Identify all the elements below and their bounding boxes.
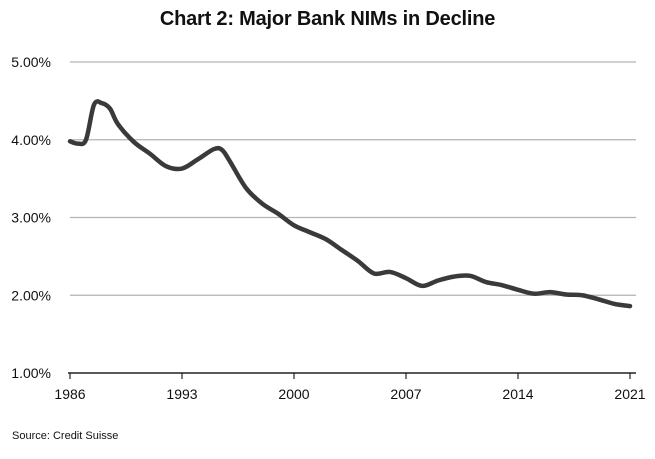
x-tick-label: 2014	[502, 386, 533, 402]
x-tick-label: 2000	[278, 386, 309, 402]
x-tick-labels: 1986 1993 2000 2007 2014 2021	[54, 386, 645, 402]
axes	[68, 372, 636, 379]
x-tick-label: 1986	[54, 386, 85, 402]
x-tick-label: 2021	[614, 386, 645, 402]
y-tick-label: 4.00%	[11, 132, 51, 148]
y-tick-labels: 1.00% 2.00% 3.00% 4.00% 5.00%	[11, 54, 51, 381]
series-line	[67, 99, 633, 309]
y-tick-label: 1.00%	[11, 365, 51, 381]
x-tick-label: 2007	[390, 386, 421, 402]
y-tick-label: 2.00%	[11, 287, 51, 303]
series-group	[67, 99, 633, 309]
x-tick-label: 1993	[166, 386, 197, 402]
chart-title: Chart 2: Major Bank NIMs in Decline	[159, 8, 496, 30]
y-tick-label: 5.00%	[11, 54, 51, 70]
y-tick-label: 3.00%	[11, 210, 51, 226]
source-note: Source: Credit Suisse	[12, 430, 119, 442]
